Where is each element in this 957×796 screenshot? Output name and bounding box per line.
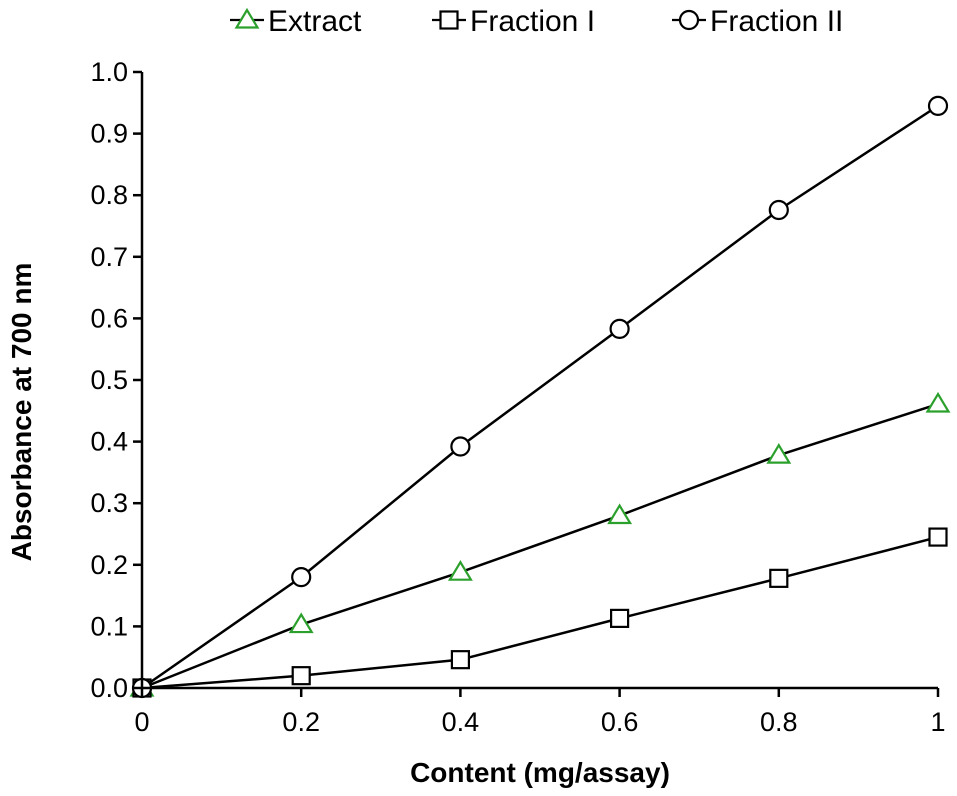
x-tick-label: 0.4: [442, 707, 480, 737]
x-axis: 0 0.2 0.4 0.6 0.8 1: [134, 686, 946, 737]
data-point-fraction-ii: [927, 95, 949, 116]
series-lines: [141, 104, 939, 690]
series-markers: [129, 95, 951, 699]
x-tick-label: 0.8: [760, 707, 798, 737]
series-line-fraction-ii: [141, 104, 939, 690]
legend-marker: [234, 7, 260, 29]
data-point-extract: [925, 391, 951, 413]
plot-area: [129, 95, 951, 699]
data-point-extract: [766, 443, 792, 464]
y-tick-label: 0.0: [90, 673, 128, 703]
data-point-fraction-ii: [291, 567, 312, 588]
legend-label: Extract: [268, 5, 362, 38]
data-point-extract: [288, 612, 314, 634]
series-line-extract: [141, 402, 939, 690]
x-tick-label: 1: [930, 707, 945, 737]
y-axis: 0.0 0.1 0.2 0.3 0.4 0.5 0.6 0.7 0.8 0.9 1.0: [90, 57, 144, 703]
data-point-fraction-i: [769, 568, 789, 588]
data-point-fraction-ii: [609, 318, 630, 339]
y-tick-label: 0.5: [90, 365, 128, 395]
y-axis-title: Absorbance at 700 nm: [6, 263, 37, 562]
y-tick-label: 0.7: [90, 242, 128, 272]
y-tick-label: 0.8: [90, 180, 128, 210]
x-tick-label: 0.6: [601, 707, 639, 737]
x-tick-label: 0.2: [282, 707, 320, 737]
legend-item-extract: Extract: [230, 5, 362, 38]
y-tick-label: 0.6: [90, 303, 128, 333]
y-tick-label: 0.3: [90, 488, 128, 518]
legend-marker: [678, 9, 700, 31]
series-line-fraction-i: [141, 535, 939, 690]
data-point-fraction-i: [609, 608, 630, 628]
legend-item-fraction-i: Fraction I: [432, 5, 595, 38]
data-point-extract: [607, 503, 633, 525]
y-tick-label: 0.2: [90, 550, 128, 580]
y-tick-label: 1.0: [90, 57, 128, 87]
legend-marker: [439, 10, 459, 30]
x-tick-label: 0: [134, 707, 149, 737]
data-point-fraction-i: [291, 666, 311, 686]
legend-item-fraction-ii: Fraction II: [672, 5, 843, 38]
y-tick-label: 0.4: [90, 427, 128, 457]
data-point-fraction-ii: [450, 436, 471, 457]
x-axis-title: Content (mg/assay): [410, 757, 670, 788]
legend-label: Fraction II: [710, 5, 843, 38]
y-tick-label: 0.1: [90, 611, 128, 641]
data-point-fraction-i: [928, 527, 948, 547]
data-point-fraction-ii: [768, 199, 789, 221]
data-point-fraction-i: [450, 650, 470, 670]
legend-label: Fraction I: [470, 5, 595, 38]
y-tick-label: 0.9: [90, 119, 128, 149]
legend: Extract Fraction I Fraction II: [230, 5, 843, 38]
data-point-extract: [447, 560, 473, 581]
